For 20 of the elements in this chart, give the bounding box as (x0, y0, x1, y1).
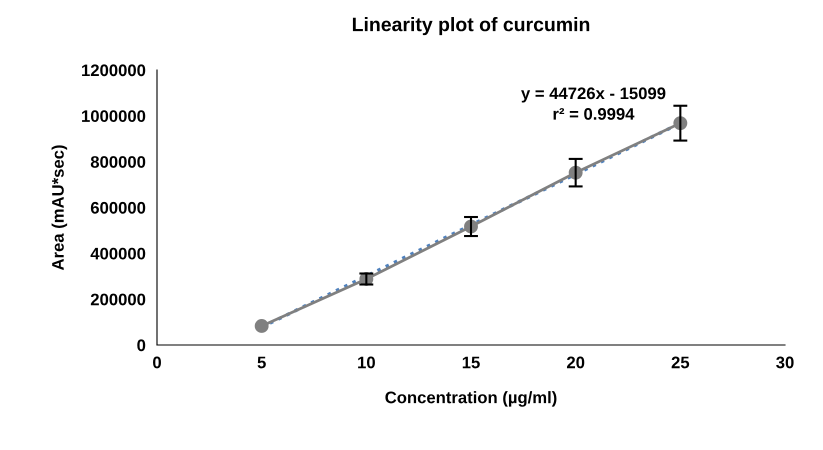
y-tick-label: 1000000 (82, 110, 146, 122)
y-tick-label: 200000 (90, 294, 146, 306)
y-tick-label: 1200000 (82, 64, 146, 76)
x-tick-label: 15 (462, 356, 480, 368)
chart-title: Linearity plot of curcumin (352, 17, 590, 36)
x-tick-label: 0 (153, 356, 161, 368)
x-axis-title: Concentration (µg/ml) (385, 391, 556, 407)
y-tick-label: 600000 (90, 202, 146, 214)
point (254, 319, 269, 333)
y-axis-title: Area (mAU*sec) (52, 145, 68, 270)
x-tick-label: 10 (358, 356, 375, 368)
x-tick-label: 20 (566, 356, 584, 368)
x-tick-label: 25 (672, 356, 690, 368)
x-tick-label: 30 (776, 356, 794, 368)
y-tick-label: 0 (137, 339, 146, 352)
y-tick-label: 800000 (90, 156, 146, 168)
y-tick-label: 400000 (90, 248, 146, 260)
annotation: y = 44726x - 15099 (521, 87, 666, 103)
x-tick-label: 5 (258, 356, 266, 368)
annotation: r² = 0.9994 (554, 108, 634, 120)
